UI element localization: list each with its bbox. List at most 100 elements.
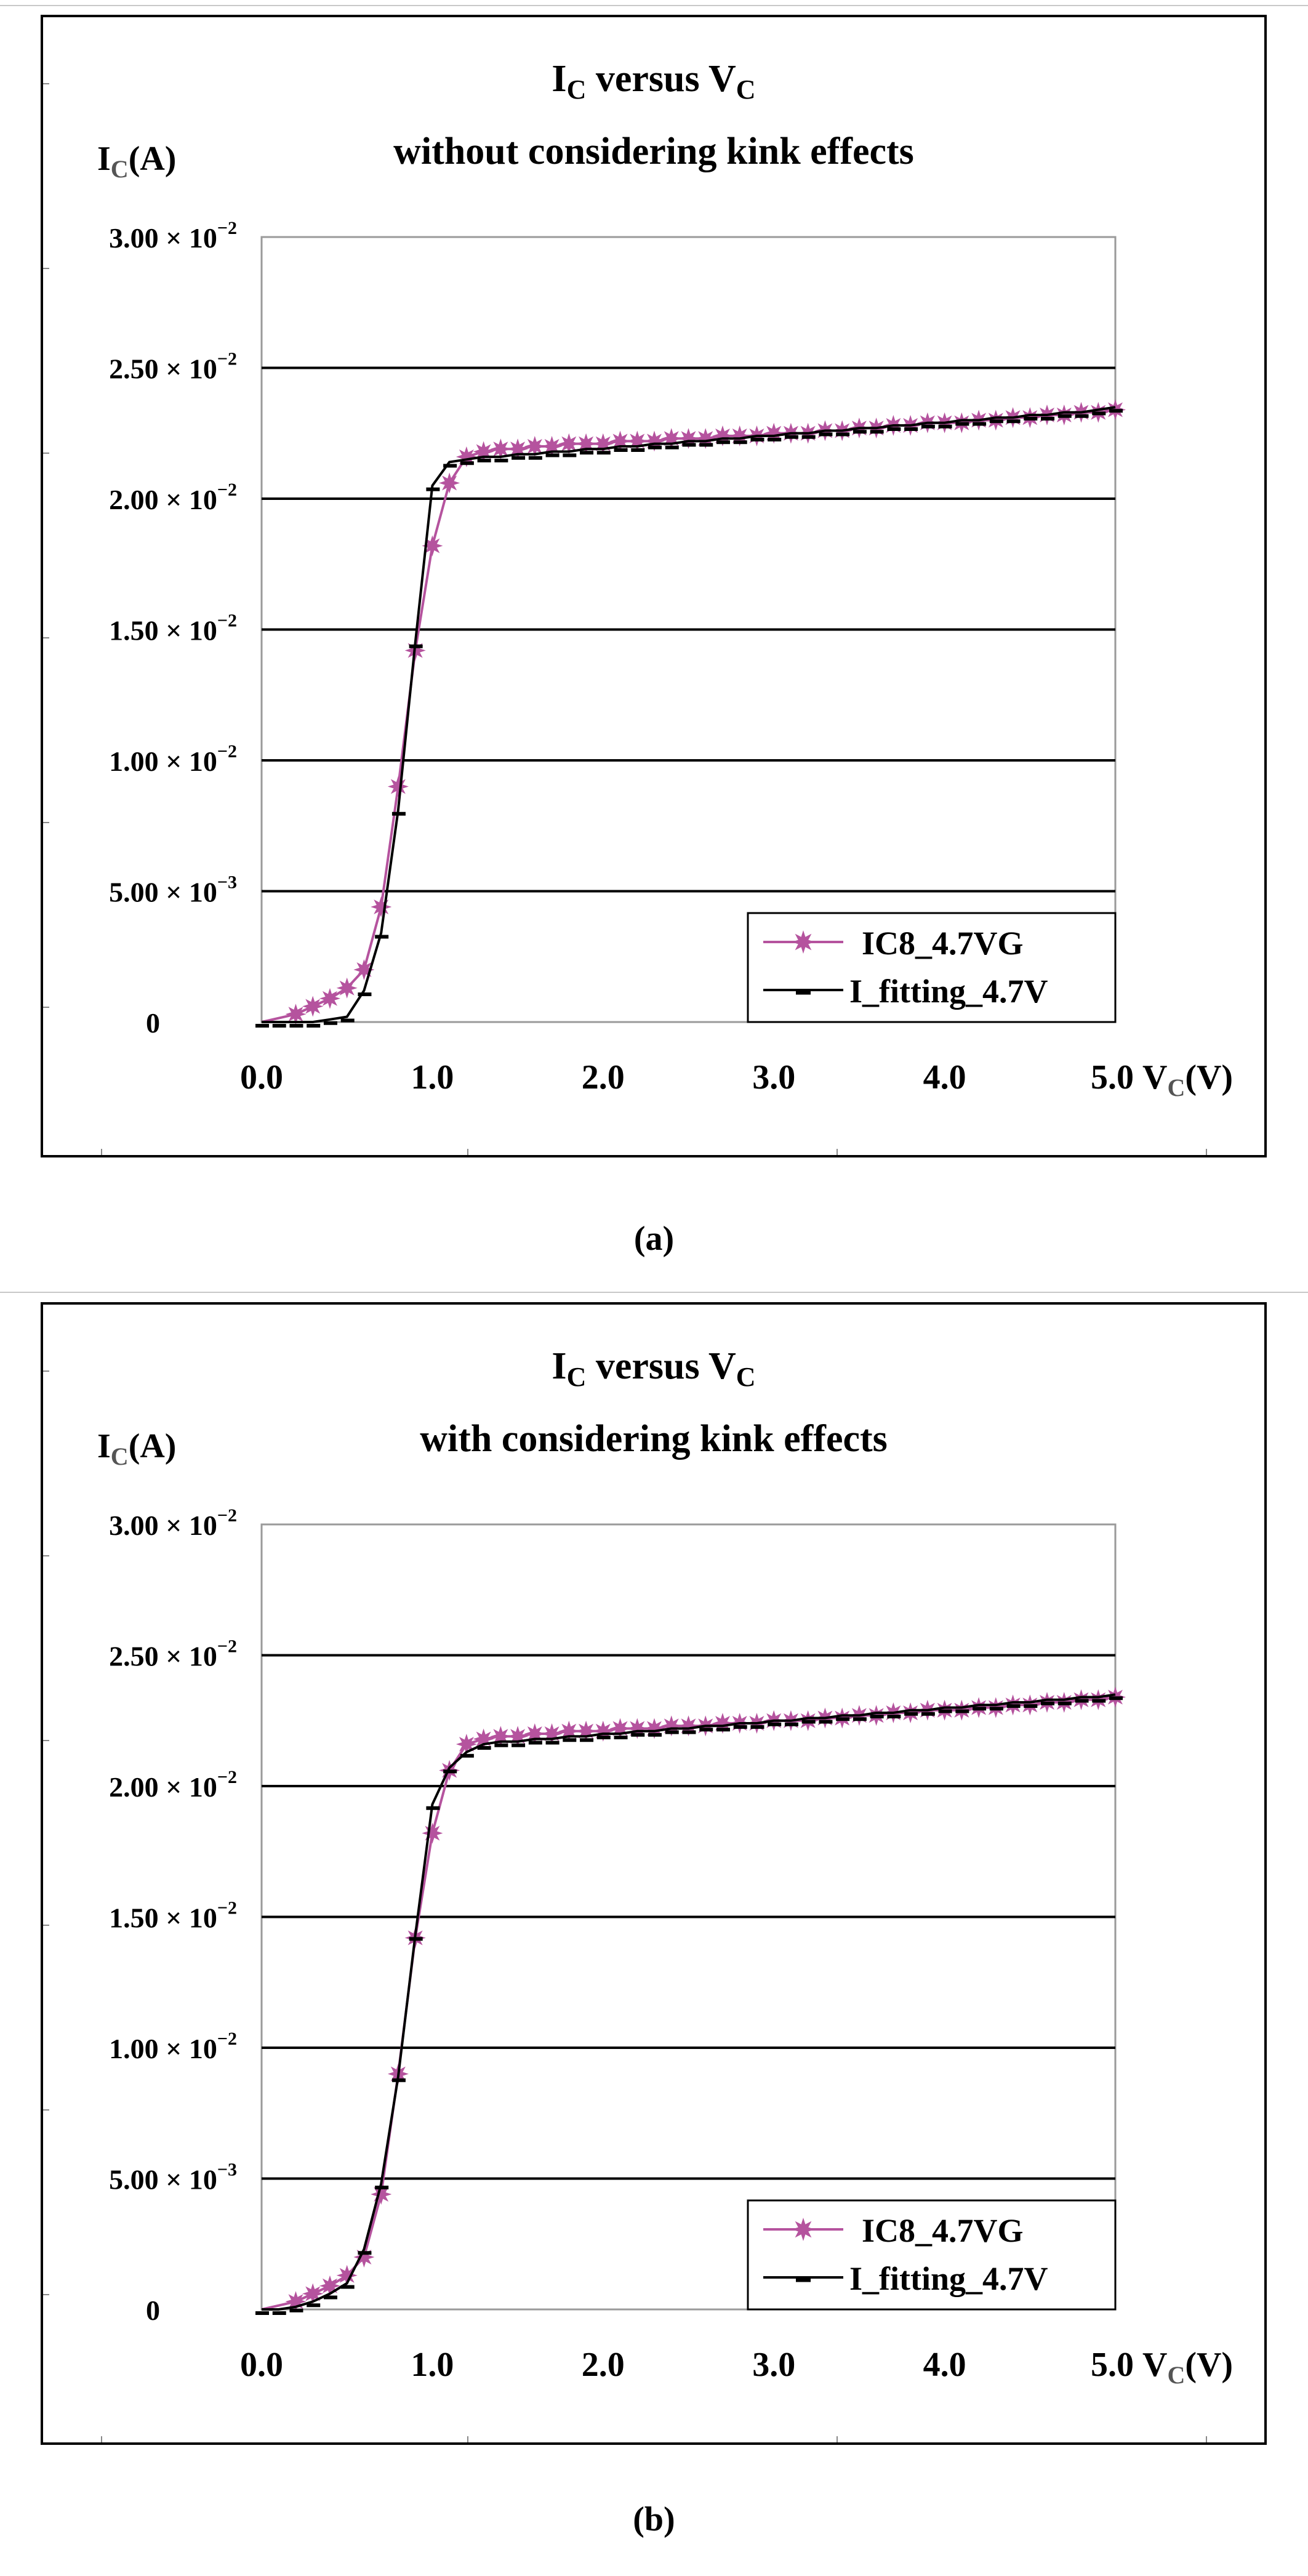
chart-a-title-line1: IC versus VC [552,58,755,105]
ylabel-i: I [97,1427,111,1465]
chart-a-legend: IC8_4.7VG I_fitting_4.7V [747,912,1117,1023]
ylabel-unit: (A) [129,1427,177,1465]
y-tick-mantissa: 1.50 × 10 [109,615,217,646]
chart-panel-b: IC versus VC with considering kink effect… [41,1302,1267,2445]
title-mid: versus V [586,1345,736,1387]
chart-b-y-axis-label: IC(A) [97,1427,176,1470]
chart-b-y-tick-label: 2.50 × 10−2 [109,1636,237,1672]
chart-a-x-tick-label: 1.0 [411,1058,454,1097]
data-point [319,988,340,1009]
chart-a-title-line2: without considering kink effects [393,131,914,172]
chart-b-y-tick-label: 0 [146,2295,160,2326]
data-point [558,433,580,454]
xlabel-v: V [1142,1058,1167,1097]
chart-a-y-tick-label: 2.50 × 10−2 [109,349,237,385]
title-sub1: C [567,74,587,105]
xlabel-unit: (V) [1185,2346,1233,2384]
data-point [302,996,324,1017]
chart-b-bottom-ticks [101,2436,1207,2442]
chart-a-x-axis-label: VC(V) [1142,1058,1233,1101]
data-point [387,776,409,797]
title-sub2: C [736,74,756,105]
caption-b: (b) [633,2500,675,2538]
series-line [262,406,1116,1023]
top-rule [0,5,1308,6]
title-sub1: C [567,1362,587,1392]
y-tick-mantissa: 5.00 × 10 [109,877,217,908]
chart-b-x-tick-label: 4.0 [923,2346,966,2384]
chart-b-x-tick-label: 0.0 [240,2346,283,2384]
y-tick-exponent: −2 [217,218,237,238]
y-tick-exponent: −2 [217,1767,237,1787]
chart-a-y-tick-label: 1.50 × 10−2 [109,611,237,646]
chart-b-y-tick-label: 5.00 × 10−3 [109,2160,237,2196]
chart-a-x-tick-label: 5.0 [1091,1058,1134,1097]
legend-marker-measured [792,930,815,954]
xlabel-v: V [1142,2346,1167,2384]
series-line [262,1693,1116,2311]
chart-b-edge-ticks [43,1371,49,2295]
y-tick-mantissa: 0 [146,1007,160,1039]
y-tick-exponent: −3 [217,872,237,893]
chart-b-title-line1: IC versus VC [552,1345,755,1392]
legend-label-measured: IC8_4.7VG [862,925,1024,962]
data-point [336,977,358,999]
y-tick-mantissa: 1.00 × 10 [109,746,217,777]
chart-b-x-tick-label: 2.0 [582,2346,625,2384]
chart-a-bottom-ticks [101,1149,1207,1155]
chart-a-x-tick-label: 2.0 [582,1058,625,1097]
y-tick-mantissa: 2.50 × 10 [109,1641,217,1672]
legend-label-fitting: I_fitting_4.7V [849,2260,1048,2297]
chart-b-title-line2: with considering kink effects [420,1418,888,1460]
chart-b-y-tick-label: 1.50 × 10−2 [109,1898,237,1934]
chart-a-svg: IC versus VC without considering kink eff… [43,58,1233,1155]
chart-b-x-axis-label: VC(V) [1142,2346,1233,2389]
data-point [439,472,460,494]
y-tick-exponent: −2 [217,611,237,631]
y-tick-mantissa: 0 [146,2295,160,2326]
data-point [371,896,392,917]
legend-box [747,912,1117,1023]
y-tick-exponent: −2 [217,2029,237,2049]
ylabel-sub: C [111,1443,129,1470]
chart-panel-a: IC versus VC without considering kink eff… [41,15,1267,1157]
y-tick-exponent: −2 [217,480,237,500]
caption-a: (a) [633,1220,675,1258]
y-tick-exponent: −3 [217,2160,237,2180]
title-mid: versus V [586,58,736,100]
y-tick-mantissa: 2.00 × 10 [109,1771,217,1803]
chart-a-gridlines [262,366,1115,893]
chart-a-y-tick-label: 1.00 × 10−2 [109,741,237,777]
chart-a-y-tick-label: 0 [146,1007,160,1039]
title-i: I [552,1345,566,1387]
y-tick-mantissa: 3.00 × 10 [109,222,217,254]
y-tick-exponent: −2 [217,1636,237,1657]
chart-a-edge-ticks [43,83,49,1008]
title-sub2: C [736,1362,756,1392]
chart-a-y-tick-label: 2.00 × 10−2 [109,480,237,515]
chart-b-series-fitting [255,1693,1123,2315]
chart-a-x-tick-label: 0.0 [240,1058,283,1097]
chart-a-y-axis-label: IC(A) [97,140,176,183]
chart-b-y-tick-label: 3.00 × 10−2 [109,1505,237,1541]
middle-rule [0,1292,1308,1293]
chart-a-y-tick-label: 3.00 × 10−2 [109,218,237,254]
ylabel-sub: C [111,155,129,183]
chart-b-y-tick-label: 1.00 × 10−2 [109,2029,237,2064]
data-point [524,436,545,457]
y-tick-mantissa: 1.50 × 10 [109,1902,217,1934]
legend-label-fitting: I_fitting_4.7V [849,973,1048,1010]
chart-a-x-tick-label: 4.0 [923,1058,966,1097]
xlabel-sub: C [1167,2361,1185,2389]
chart-b-x-tick-label: 1.0 [411,2346,454,2384]
data-point [285,1004,307,1025]
legend-label-measured: IC8_4.7VG [862,2212,1024,2249]
legend-marker-measured [792,2218,815,2241]
chart-a-series-fitting [255,406,1123,1028]
chart-a-y-tick-label: 5.00 × 10−3 [109,872,237,908]
chart-b-y-tick-label: 2.00 × 10−2 [109,1767,237,1803]
chart-b-x-tick-label: 3.0 [752,2346,795,2384]
data-point [422,1822,443,1844]
data-point [490,438,512,460]
